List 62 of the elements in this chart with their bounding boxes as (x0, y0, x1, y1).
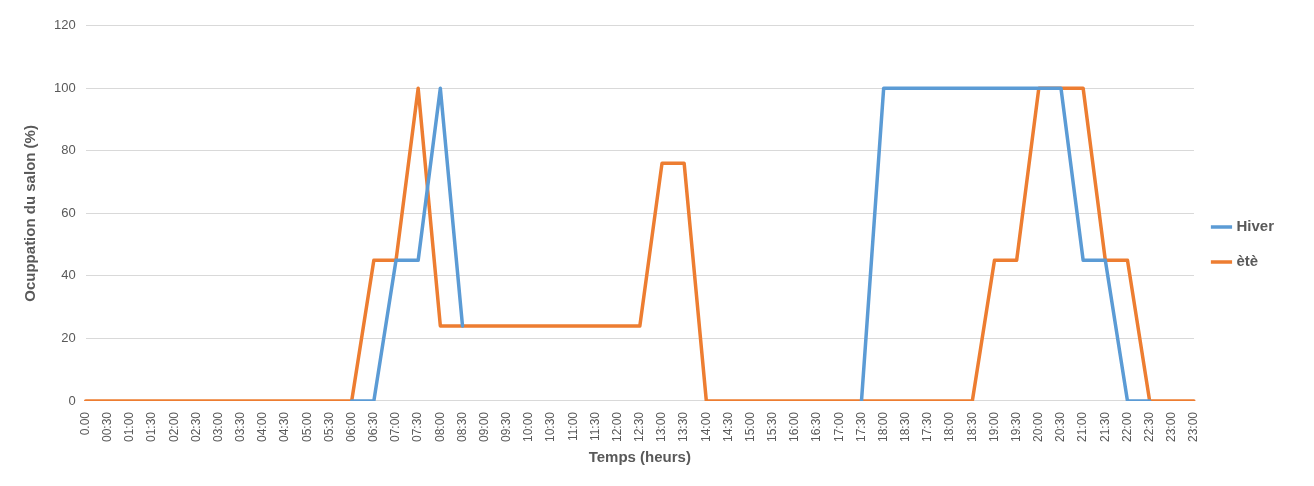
x-tick-label: 18:30 (898, 411, 913, 442)
x-tick-label: 21:30 (1097, 411, 1112, 442)
x-tick-label: 20:30 (1053, 411, 1068, 442)
x-tick-label: 09:00 (476, 411, 491, 442)
x-tick-label: 01:00 (122, 411, 137, 442)
legend-label: Hiver (1236, 217, 1275, 235)
x-tick-label: 20:00 (1031, 411, 1046, 442)
x-tick-label: 19:30 (1008, 411, 1023, 442)
x-tick-label: 06:00 (343, 411, 358, 442)
x-tick-label: 07:00 (388, 411, 403, 442)
x-tick-label: 16:00 (787, 411, 802, 442)
x-tick-label: 04:30 (277, 411, 292, 442)
x-tick-label: 16:30 (809, 411, 824, 442)
x-tick-label: 18:00 (942, 411, 957, 442)
y-tick-label: 0 (68, 392, 76, 408)
x-tick-label: 12:30 (632, 411, 647, 442)
x-tick-label: 04:00 (255, 411, 270, 442)
x-tick-label: 22:00 (1119, 411, 1134, 442)
x-tick-label: 08:00 (432, 411, 447, 442)
x-tick-label: 22:30 (1141, 411, 1156, 442)
x-tick-label: 18:30 (964, 411, 979, 442)
y-axis-title: Ocuppation du salon (%) (21, 125, 39, 302)
y-tick-label: 60 (61, 204, 76, 220)
y-tick-label: 80 (61, 142, 76, 158)
x-tick-label: 10:00 (521, 411, 536, 442)
legend-label: ètè (1236, 252, 1259, 270)
y-tick-label: 40 (61, 267, 76, 283)
x-tick-label: 08:30 (454, 411, 469, 442)
y-tick-label: 20 (61, 330, 76, 346)
x-axis-title: Temps (heurs) (588, 448, 691, 466)
x-tick-label: 01:30 (144, 411, 159, 442)
x-tick-label: 09:30 (499, 411, 514, 442)
x-tick-label: 17:30 (920, 411, 935, 442)
y-tick-label: 100 (53, 79, 76, 95)
x-tick-label: 02:30 (188, 411, 203, 442)
x-tick-label: 15:00 (742, 411, 757, 442)
x-tick-label: 23:00 (1164, 411, 1179, 442)
x-tick-label: 11:00 (565, 411, 580, 442)
x-tick-label: 03:30 (233, 411, 248, 442)
x-tick-label: 17:30 (853, 411, 868, 442)
x-tick-label: 00:30 (100, 411, 115, 442)
x-tick-label: 13:30 (676, 411, 691, 442)
x-tick-label: 15:30 (765, 411, 780, 442)
x-tick-label: 21:00 (1075, 411, 1090, 442)
x-tick-label: 05:30 (321, 411, 336, 442)
x-tick-label: 14:30 (720, 411, 735, 442)
x-tick-label: 17:00 (831, 411, 846, 442)
x-tick-label: 18:00 (875, 411, 890, 442)
x-tick-label: 12:00 (609, 411, 624, 442)
x-tick-label: 02:00 (166, 411, 181, 442)
x-tick-label: 05:00 (299, 411, 314, 442)
x-tick-label: 10:30 (543, 411, 558, 442)
x-tick-label: 13:00 (654, 411, 669, 442)
x-tick-label: 23:00 (1186, 411, 1201, 442)
x-tick-label: 11:30 (587, 411, 602, 442)
x-tick-label: 14:00 (698, 411, 713, 442)
x-tick-label: 07:30 (410, 411, 425, 442)
x-tick-label: 03:00 (211, 411, 225, 442)
x-tick-label: 19:00 (986, 411, 1001, 442)
x-tick-label: 0.00 (78, 411, 92, 436)
y-tick-label: 120 (53, 17, 76, 33)
x-tick-label: 06:30 (366, 411, 381, 442)
